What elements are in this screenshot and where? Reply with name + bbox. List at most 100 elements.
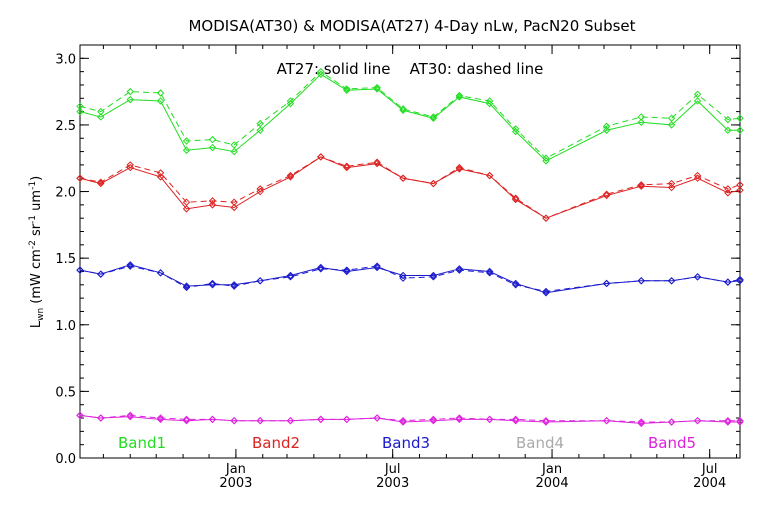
y-tick-label: 1.5 [55,252,76,267]
plot-frame [79,44,741,459]
band1-at27-point [126,95,134,104]
chart-title: MODISA(AT30) & MODISA(AT27) 4-Day nLw, P… [188,17,635,35]
band3-at27-point [602,279,611,288]
band5-at27-point [667,418,676,426]
y-tick-label: 0.0 [55,452,76,467]
band5-at27-point [230,416,238,425]
band1-at27-point [230,147,238,156]
series-layer [76,67,744,428]
band2-at27-point [156,173,165,181]
band1-at30-point [126,87,134,96]
band3-at27-point [693,273,702,281]
band5-at27-point [156,415,165,424]
band5-at27-point [97,414,105,422]
band3-at30-point [343,266,351,274]
band3-at27-line [79,264,741,294]
band5-at27-point [373,414,381,422]
x-tick-month: Jul [701,462,718,477]
band5-at27-point [317,415,325,424]
line-style-annotation: AT27: solid line AT30: dashed line [277,60,544,78]
band5-at27-point [286,416,295,425]
band3-at27-point [542,289,550,297]
band1-at30-point [602,122,611,130]
y-tick-label: 1.0 [55,319,76,334]
band3-at27-point [724,278,732,286]
band2-at27-point [736,186,744,194]
band1-at27-point [208,143,217,152]
band2-at27-point [455,165,464,173]
band1-at27-point [542,157,550,165]
band5-at27-point [693,416,702,425]
band3-at27-point [317,263,325,272]
band2-at27-point [399,174,407,182]
band1-at30-point [343,85,351,93]
band5-at27-point [126,412,134,421]
band5-at30-point [182,415,191,424]
x-tick-year: 2004 [536,476,569,491]
band2-at27-point [256,187,264,196]
band1-at30-point [429,113,438,121]
band1-at27-point [156,97,165,105]
band5-at27-point [637,419,645,428]
band2-at27-point [126,163,134,172]
band1-at30-point [373,83,381,92]
band1-at27-line [79,73,740,162]
series-band5 [76,411,744,428]
band2-at27-point [602,191,611,200]
band3-at27-point [208,281,217,289]
band2-at27-point [208,201,217,209]
legend-band2: Band2 [252,434,300,452]
band1-at27-point [511,127,520,136]
band1-at27-point [736,126,744,134]
band2-at27-point [429,179,438,188]
band2-at27-point [373,159,381,168]
x-tick-year: 2003 [219,476,252,491]
y-tick-label: 0.5 [55,385,76,400]
band1-at27-point [373,85,381,93]
band3-at27-point [126,261,134,269]
band2-at30-point [286,171,295,180]
y-tick-label: 2.0 [55,186,76,201]
band5-at30-point [399,416,407,425]
band3-at27-point [256,277,264,285]
band1-at27-point [286,99,295,108]
band3-at27-point [511,279,520,288]
band3-at27-point [455,265,464,273]
band3-at30-point [208,279,217,288]
band5-at27-point [542,418,550,426]
band5-at27-point [343,415,351,424]
band1-at30-line [79,71,741,159]
band2-at30-point [208,197,217,205]
band1-at27-point [429,114,438,122]
band3-at30-line [79,265,741,292]
y-tick-label: 3.0 [55,52,76,67]
band3-at27-point [182,282,191,290]
band5-at27-point [455,415,464,424]
band1-at30-point [455,91,464,100]
band5-at27-point [736,418,744,426]
legend: Band1 Band2 Band3 Band4 Band5 [118,434,696,452]
band1-at27-point [455,93,464,101]
legend-band1: Band1 [118,434,166,452]
band5-at27-point [602,416,611,425]
band2-at30-point [667,179,676,188]
band1-at30-point [736,114,744,122]
band2-at27-point [343,163,351,172]
band2-at30-point [455,163,464,172]
band2-at30-point [602,190,611,198]
axes: 0.00.51.01.52.02.53.0Jan2003Jul2003Jan20… [55,44,741,491]
band3-at27-point [373,263,381,272]
band3-at27-point [156,269,165,277]
band2-at27-point [693,174,702,182]
band3-at27-point [286,271,295,280]
band2-at27-point [97,179,105,188]
x-tick-month: Jan [225,462,246,477]
band5-at27-point [399,418,407,426]
band1-at27-point [399,106,407,114]
band3-at30-point [373,262,381,270]
legend-band4: Band4 [516,434,564,452]
band5-at30-point [126,411,134,420]
band5-at27-point [485,415,494,424]
band2-at27-point [182,205,191,213]
